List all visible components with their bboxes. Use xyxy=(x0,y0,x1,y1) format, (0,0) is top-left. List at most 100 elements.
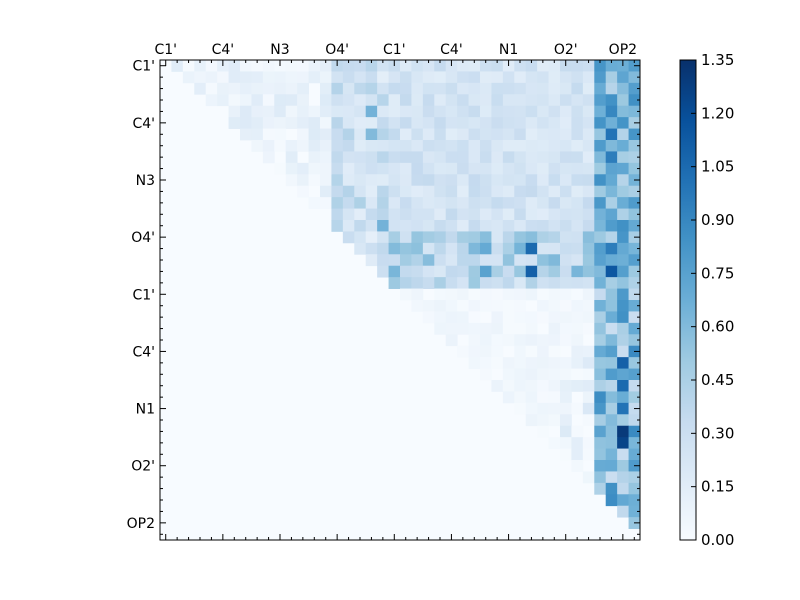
heatmap-cell xyxy=(480,71,492,84)
heatmap-cell xyxy=(411,277,424,289)
heatmap-cell xyxy=(502,322,515,335)
heatmap-cell xyxy=(617,311,629,324)
heatmap-cell xyxy=(537,334,549,347)
heatmap-cell xyxy=(525,208,538,221)
heatmap-cell xyxy=(548,197,561,209)
y-tick-label: O4' xyxy=(131,230,155,246)
heatmap-cell xyxy=(628,265,641,278)
heatmap-cell xyxy=(217,94,229,107)
heatmap-cell xyxy=(594,300,607,312)
heatmap-cell xyxy=(342,128,355,141)
heatmap-cells xyxy=(160,60,641,540)
heatmap-cell xyxy=(502,357,515,369)
heatmap-cell xyxy=(571,128,584,141)
heatmap-cell xyxy=(560,82,572,95)
heatmap-cell xyxy=(411,162,424,175)
heatmap-cell xyxy=(400,71,412,84)
heatmap-cell xyxy=(582,288,595,301)
heatmap-cell xyxy=(537,357,549,369)
heatmap-cell xyxy=(205,82,218,95)
heatmap-cell xyxy=(537,94,549,107)
heatmap-cell xyxy=(308,71,321,84)
heatmap-cell xyxy=(480,300,492,312)
heatmap-cell xyxy=(502,242,515,255)
heatmap-cell xyxy=(582,162,595,175)
heatmap-cell xyxy=(445,220,458,232)
heatmap-cell xyxy=(445,208,458,221)
heatmap-cell xyxy=(502,231,515,244)
heatmap-cell xyxy=(514,311,527,324)
heatmap-cell xyxy=(605,220,618,232)
heatmap-cell xyxy=(560,402,572,415)
heatmap-cell xyxy=(491,60,504,72)
heatmap-cell xyxy=(594,425,607,438)
heatmap-cell xyxy=(605,105,618,118)
heatmap-cell xyxy=(445,71,458,84)
heatmap-cell xyxy=(605,140,618,152)
heatmap-cell xyxy=(365,94,378,107)
heatmap-cell xyxy=(605,334,618,347)
heatmap-cell xyxy=(491,185,504,198)
heatmap-cell xyxy=(434,71,447,84)
heatmap-cell xyxy=(560,288,572,301)
heatmap-cell xyxy=(582,357,595,369)
heatmap-cell xyxy=(445,82,458,95)
heatmap-cell xyxy=(617,94,629,107)
heatmap-cell xyxy=(548,265,561,278)
heatmap-cell xyxy=(457,265,469,278)
heatmap-cell xyxy=(617,300,629,312)
heatmap-cell xyxy=(560,105,572,118)
y-tick-label: C4' xyxy=(132,344,155,360)
heatmap-cell xyxy=(582,60,595,72)
heatmap-cell xyxy=(251,105,264,118)
heatmap-cell xyxy=(480,174,492,187)
heatmap-cell xyxy=(468,185,481,198)
colorbar-tick-label: 0.60 xyxy=(701,318,734,336)
heatmap-cell xyxy=(297,162,309,175)
heatmap-cell xyxy=(548,174,561,187)
heatmap-cell xyxy=(605,254,618,267)
heatmap-cell xyxy=(560,425,572,438)
plot-frame xyxy=(159,59,641,541)
heatmap-cell xyxy=(514,254,527,267)
heatmap-cell xyxy=(537,220,549,232)
heatmap-cell xyxy=(582,471,595,484)
heatmap-cell xyxy=(560,140,572,152)
heatmap-cell xyxy=(560,117,572,129)
heatmap-cell xyxy=(525,94,538,107)
heatmap-cell xyxy=(525,71,538,84)
heatmap-cell xyxy=(262,60,275,72)
heatmap-cell xyxy=(274,82,287,95)
heatmap-cell xyxy=(548,254,561,267)
heatmap-cell xyxy=(445,311,458,324)
heatmap-cell xyxy=(537,128,549,141)
heatmap-cell xyxy=(445,174,458,187)
heatmap-cell xyxy=(582,185,595,198)
heatmap-cell xyxy=(388,208,401,221)
heatmap-cell xyxy=(377,128,389,141)
heatmap-cell xyxy=(605,471,618,484)
heatmap-cell xyxy=(320,94,332,107)
heatmap-cell xyxy=(480,128,492,141)
heatmap-cell xyxy=(548,220,561,232)
heatmap-cell xyxy=(468,151,481,164)
heatmap-cell xyxy=(548,414,561,427)
heatmap-cell xyxy=(480,368,492,381)
heatmap-cell xyxy=(560,391,572,404)
heatmap-cell xyxy=(434,128,447,141)
heatmap-cell xyxy=(491,231,504,244)
heatmap-cell xyxy=(468,265,481,278)
heatmap-cell xyxy=(628,277,641,289)
heatmap-cell xyxy=(548,71,561,84)
heatmap-cell xyxy=(445,117,458,129)
heatmap-cell xyxy=(514,220,527,232)
heatmap-cell xyxy=(308,128,321,141)
heatmap-cell xyxy=(628,242,641,255)
heatmap-cell xyxy=(434,288,447,301)
heatmap-cell xyxy=(468,345,481,358)
heatmap-cell xyxy=(411,231,424,244)
heatmap-cell xyxy=(377,231,389,244)
heatmap-cell xyxy=(502,334,515,347)
heatmap-cell xyxy=(228,105,241,118)
heatmap-cell xyxy=(434,82,447,95)
